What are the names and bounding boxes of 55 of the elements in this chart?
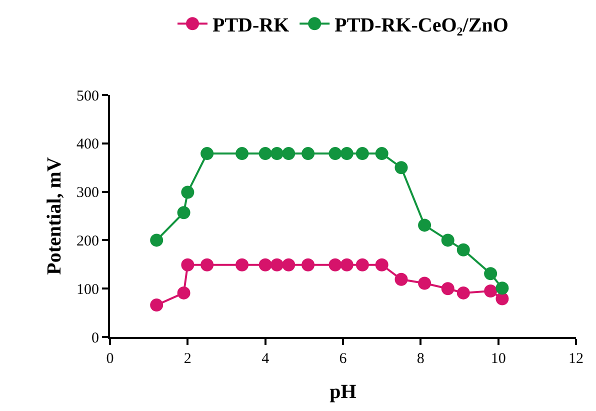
point bbox=[484, 284, 498, 298]
point bbox=[456, 286, 470, 300]
point bbox=[356, 258, 369, 272]
point bbox=[496, 282, 509, 295]
x-tick-label: 12 bbox=[568, 351, 584, 367]
point bbox=[181, 258, 194, 272]
point bbox=[394, 272, 408, 286]
point bbox=[150, 234, 164, 247]
y-tick-label: 400 bbox=[76, 136, 99, 153]
point bbox=[496, 292, 509, 306]
point bbox=[328, 258, 342, 272]
point bbox=[441, 282, 454, 296]
y-tick-label: 0 bbox=[92, 330, 99, 346]
point bbox=[236, 258, 249, 272]
point bbox=[456, 243, 470, 256]
y-tick-label: 100 bbox=[76, 282, 99, 298]
point bbox=[375, 258, 388, 272]
point bbox=[177, 206, 190, 220]
point bbox=[418, 276, 432, 290]
y-axis-title: Potential, mV bbox=[44, 156, 66, 275]
point bbox=[302, 147, 315, 160]
legend-label: PTD-RK-CeO₂/ZnO bbox=[334, 14, 508, 36]
x-tick-label: 10 bbox=[490, 351, 506, 367]
x-axis-title: pH bbox=[330, 381, 357, 403]
point bbox=[150, 298, 164, 312]
point bbox=[394, 161, 408, 174]
point bbox=[418, 218, 432, 232]
point bbox=[441, 234, 454, 247]
x-tick-label: 8 bbox=[416, 351, 424, 367]
y-tick-label: 200 bbox=[76, 233, 99, 250]
x-tick-label: 2 bbox=[184, 351, 192, 367]
point bbox=[200, 147, 214, 160]
point bbox=[236, 147, 249, 160]
point bbox=[375, 147, 388, 160]
point bbox=[282, 258, 296, 272]
legend-label: PTD-RK bbox=[212, 14, 290, 36]
x-tick-label: 6 bbox=[339, 351, 348, 367]
point bbox=[356, 147, 369, 160]
y-tick-label: 500 bbox=[76, 88, 99, 104]
point bbox=[270, 147, 284, 160]
point bbox=[270, 258, 284, 272]
point bbox=[340, 258, 354, 272]
point bbox=[340, 147, 354, 160]
point bbox=[181, 186, 194, 199]
point bbox=[200, 258, 214, 272]
point bbox=[282, 147, 296, 160]
x-tick-label: 4 bbox=[262, 351, 270, 367]
point bbox=[258, 258, 272, 272]
point bbox=[177, 286, 190, 300]
point bbox=[484, 267, 498, 280]
point bbox=[302, 258, 315, 272]
point bbox=[258, 147, 272, 160]
x-tick-label: 0 bbox=[106, 351, 114, 367]
y-tick-label: 300 bbox=[76, 185, 99, 202]
point bbox=[328, 147, 342, 160]
